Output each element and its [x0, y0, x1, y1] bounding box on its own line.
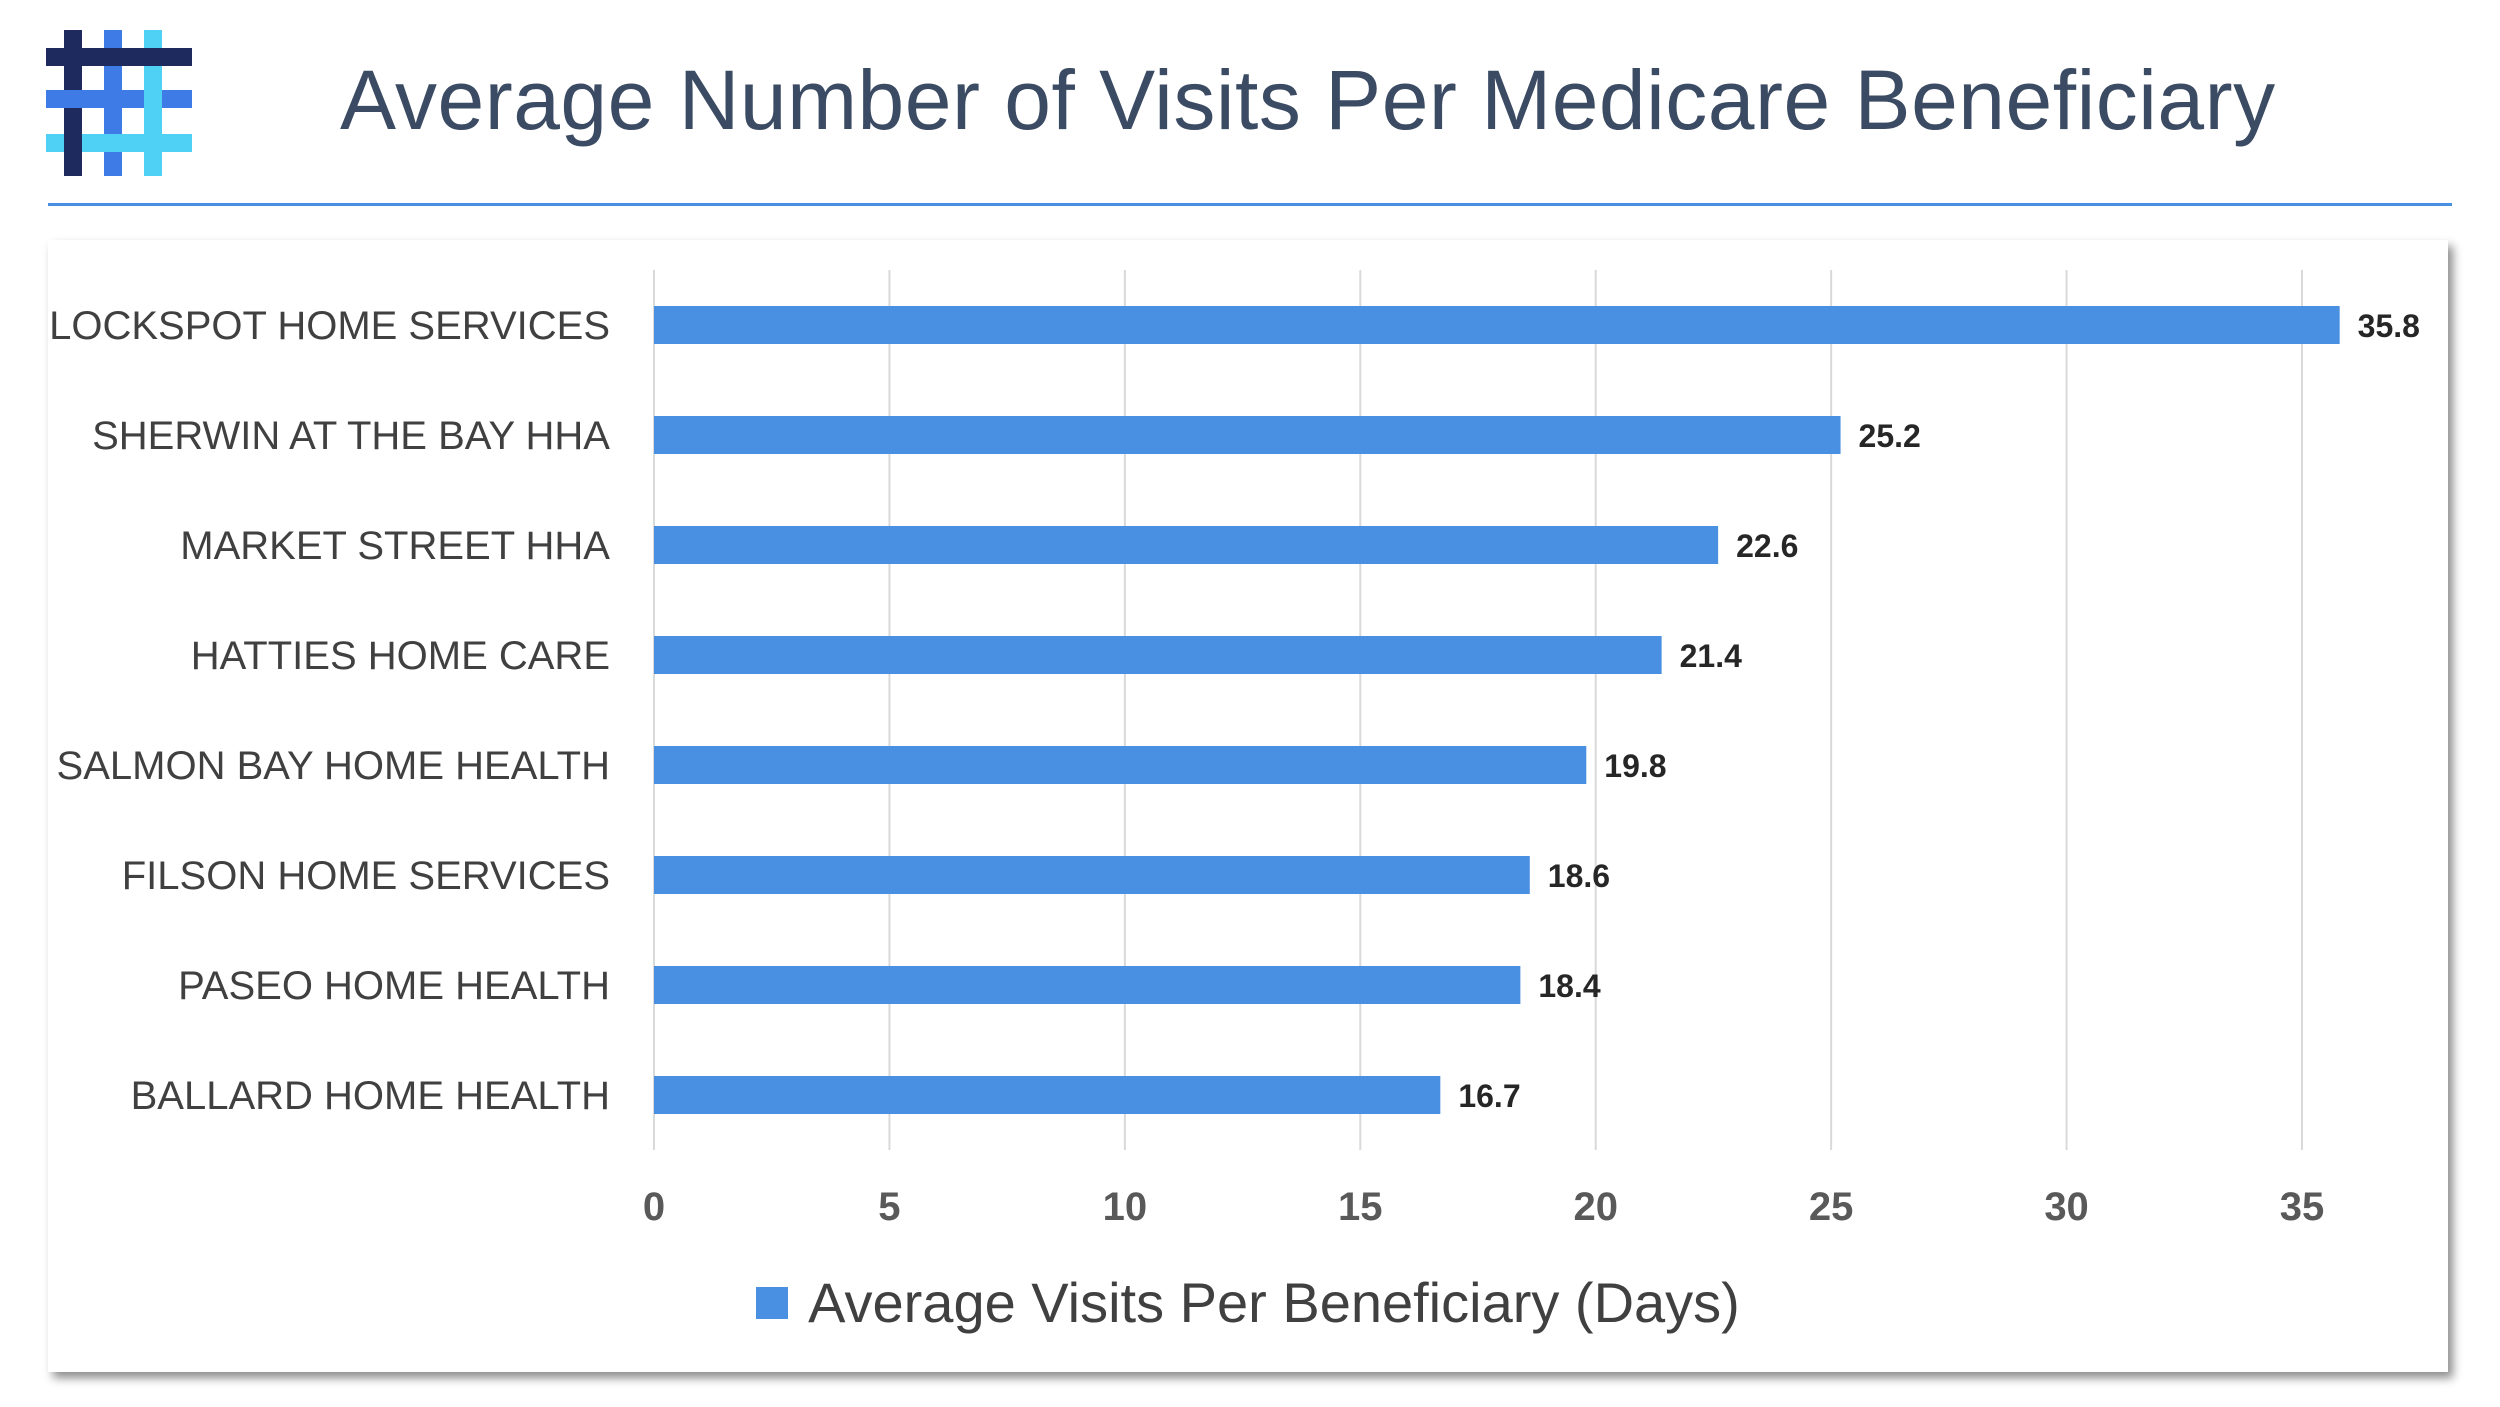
- x-tick-label: 30: [2044, 1185, 2089, 1229]
- logo-stroke: [104, 48, 122, 66]
- bar: [654, 746, 1587, 784]
- bar: [654, 526, 1719, 564]
- bar: [654, 416, 1841, 454]
- data-label: 16.7: [1458, 1078, 1520, 1114]
- x-tick-label: 35: [2280, 1185, 2325, 1229]
- category-label: SHERWIN AT THE BAY HHA: [92, 414, 610, 458]
- bar: [654, 1076, 1441, 1114]
- page-title: Average Number of Visits Per Medicare Be…: [340, 53, 2276, 147]
- logo-stroke: [46, 90, 192, 108]
- title-divider: [48, 203, 2452, 206]
- category-label: LOCKSPOT HOME SERVICES: [49, 304, 610, 348]
- data-label: 35.8: [2358, 308, 2420, 344]
- bar: [654, 856, 1530, 894]
- hashtag-grid-logo-icon: [46, 30, 192, 176]
- data-label: 18.6: [1548, 858, 1610, 894]
- logo-stroke: [144, 90, 162, 108]
- x-tick-label: 10: [1103, 1185, 1148, 1229]
- x-tick-label: 0: [643, 1185, 665, 1229]
- legend-label: Average Visits Per Beneficiary (Days): [808, 1271, 1740, 1334]
- x-tick-label: 25: [1809, 1185, 1854, 1229]
- data-label: 19.8: [1604, 748, 1666, 784]
- legend-swatch: [756, 1286, 789, 1319]
- data-label: 21.4: [1680, 638, 1742, 674]
- category-label: FILSON HOME SERVICES: [122, 854, 610, 898]
- x-tick-label: 15: [1338, 1185, 1383, 1229]
- bar: [654, 966, 1521, 1004]
- category-label: SALMON BAY HOME HEALTH: [57, 744, 610, 788]
- category-label: HATTIES HOME CARE: [191, 634, 610, 678]
- x-tick-label: 5: [878, 1185, 900, 1229]
- logo-stroke: [46, 134, 192, 152]
- category-label: MARKET STREET HHA: [180, 524, 610, 568]
- logo-stroke: [64, 134, 82, 152]
- bar: [654, 636, 1662, 674]
- bar-chart: 0 5 10 15 20 25 30 35 LOCKSPOT HOME SERVICES 35.8…: [49, 270, 2420, 1229]
- data-label: 18.4: [1538, 968, 1600, 1004]
- data-label: 22.6: [1736, 528, 1798, 564]
- bar: [654, 306, 2340, 344]
- chart-panel: 0 5 10 15 20 25 30 35 LOCKSPOT HOME SERVICES 35.8…: [48, 240, 2448, 1372]
- category-label: BALLARD HOME HEALTH: [131, 1074, 610, 1118]
- chart-legend: Average Visits Per Beneficiary (Days): [48, 1270, 2448, 1335]
- data-label: 25.2: [1859, 418, 1921, 454]
- category-label: PASEO HOME HEALTH: [178, 964, 610, 1008]
- x-tick-label: 20: [1573, 1185, 1618, 1229]
